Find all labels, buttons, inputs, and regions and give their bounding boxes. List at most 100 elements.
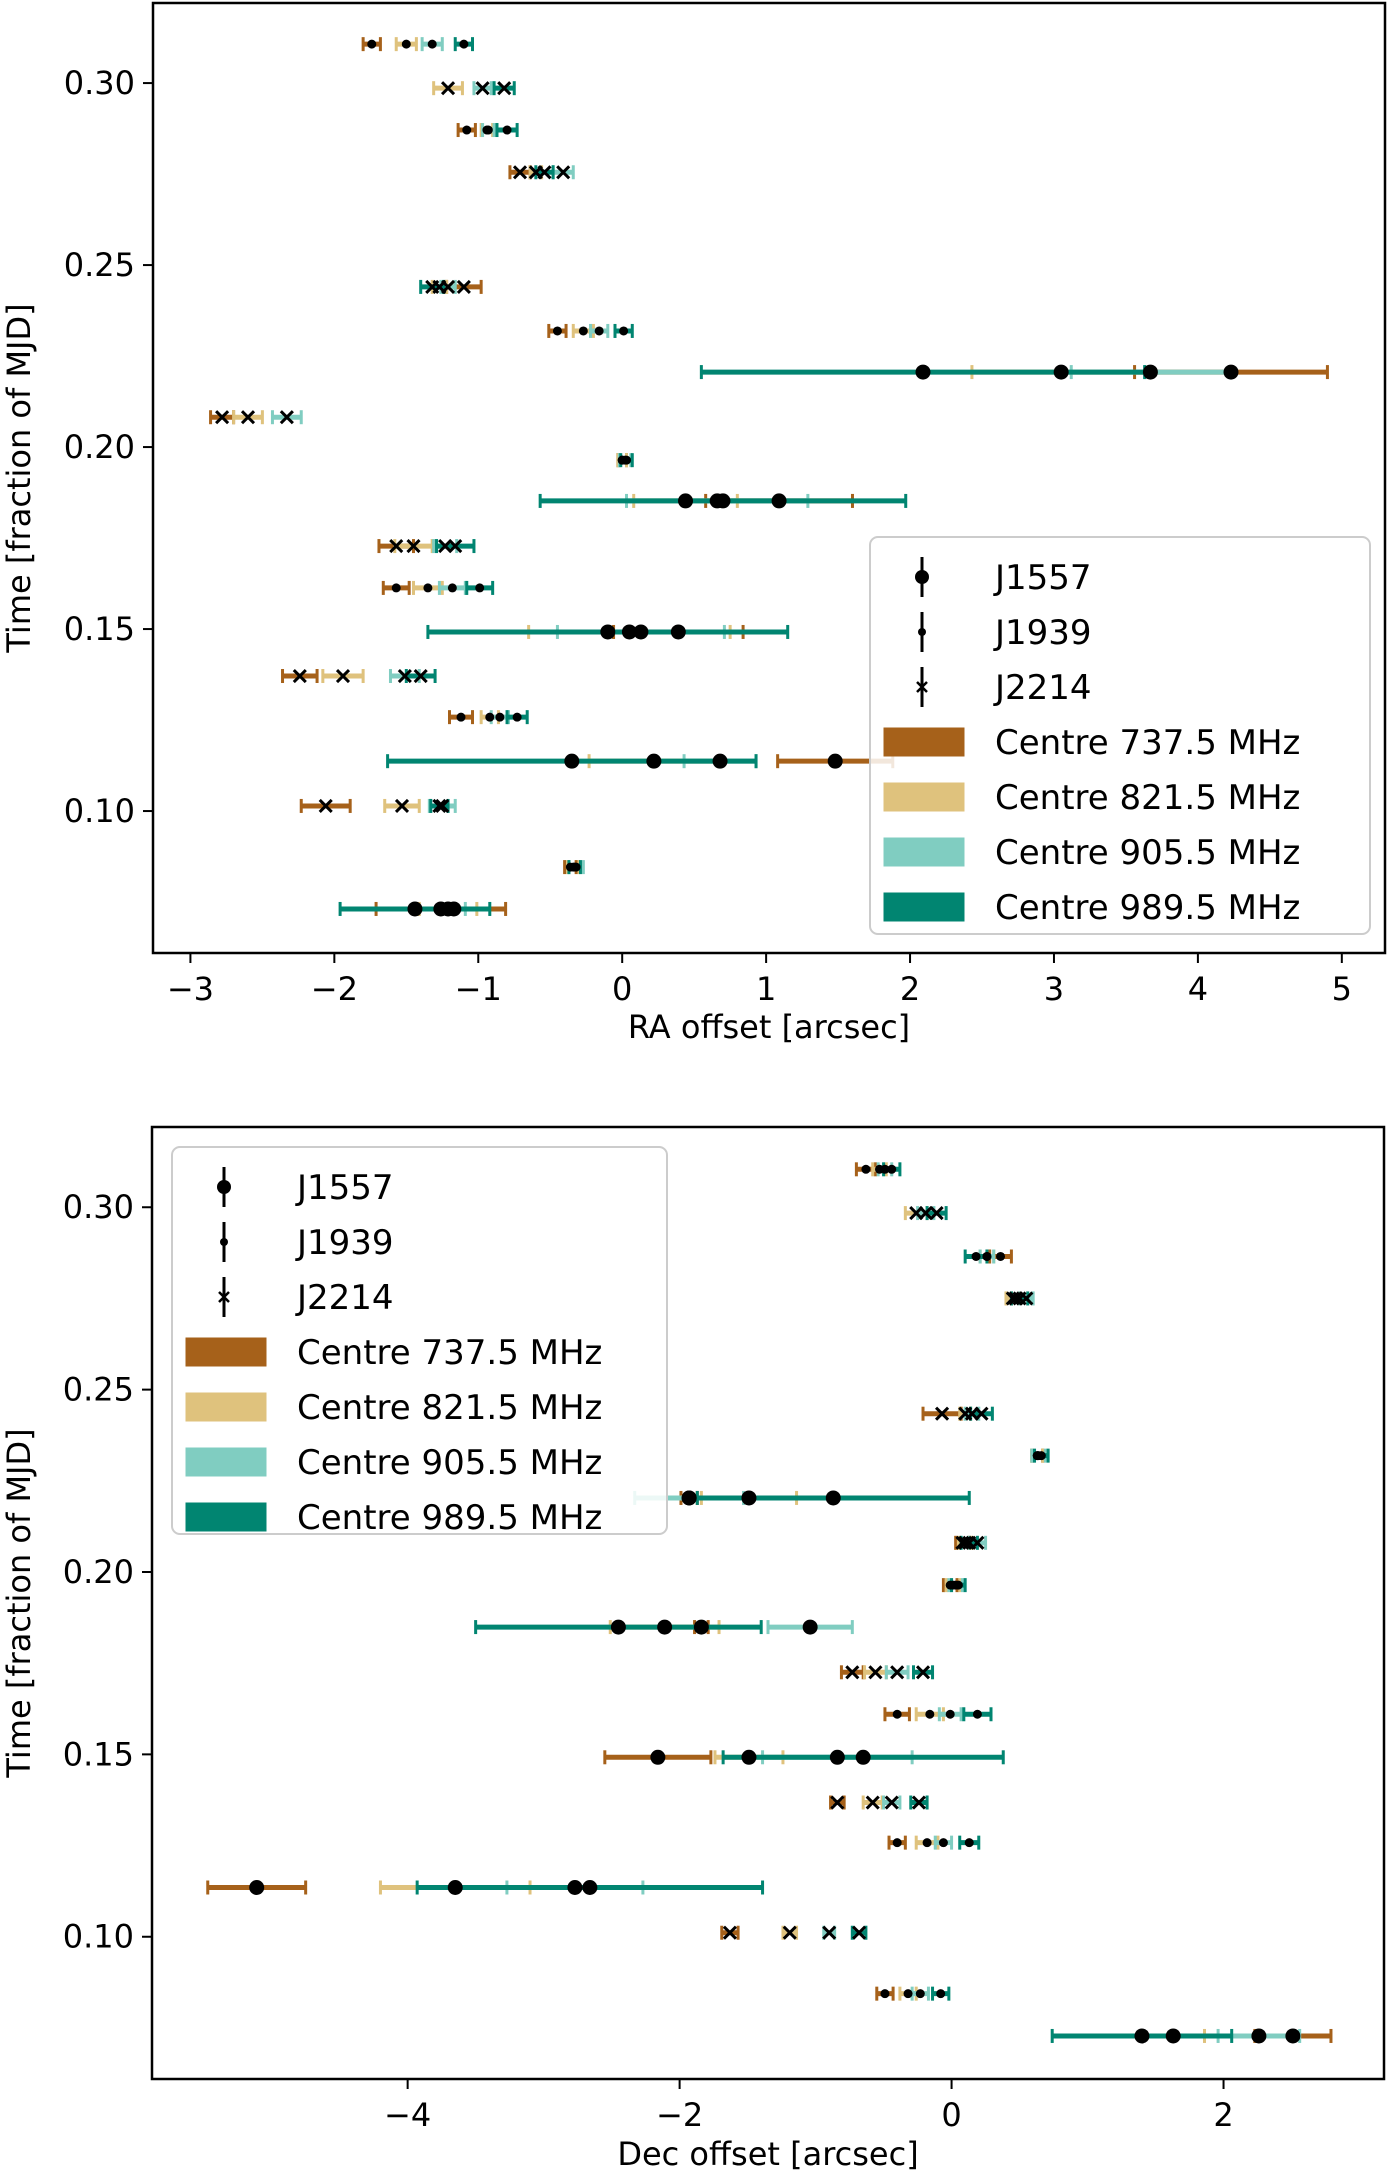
marker-j2214: [911, 1795, 927, 1810]
data-row: [432, 81, 516, 96]
marker-j1557: [600, 624, 616, 640]
legend-item-band: Centre 905.5 MHz: [883, 833, 1300, 873]
x-tick-label: −3: [167, 970, 214, 1008]
marker-j1939: [938, 1838, 948, 1848]
data-row: [426, 624, 790, 640]
marker-j2214: [413, 668, 428, 684]
color-swatch-icon: [185, 1502, 267, 1532]
x-tick-label: −2: [311, 970, 358, 1008]
legend-label: Centre 821.5 MHz: [995, 778, 1300, 818]
marker-j2214: [537, 165, 552, 180]
x-tick-label: −4: [384, 2096, 431, 2134]
legend-item-band: Centre 989.5 MHz: [883, 888, 1300, 928]
marker-j1939: [996, 1251, 1006, 1261]
data-row: [338, 901, 508, 917]
marker-j2214: [556, 165, 571, 180]
marker-j2214: [890, 1665, 905, 1680]
marker-j2214: [292, 668, 307, 684]
marker-j2214: [934, 1406, 950, 1421]
marker-j1939: [1036, 1451, 1046, 1461]
marker-j1939: [552, 326, 562, 336]
marker-j2214: [406, 539, 421, 554]
marker-j1557: [650, 1749, 666, 1765]
legend-frame: [869, 536, 1371, 935]
x-marker-icon: [218, 1291, 230, 1303]
marker-j2214: [440, 279, 456, 294]
legend-label: Centre 821.5 MHz: [297, 1388, 602, 1428]
marker-j1557: [802, 1619, 818, 1635]
marker-j1939: [936, 1989, 946, 1999]
y-tick-label: 0.30: [63, 1188, 134, 1226]
marker-j1557: [855, 1749, 871, 1765]
marker-j1557: [657, 1619, 673, 1635]
marker-j1939: [922, 1838, 932, 1848]
marker-j2214: [974, 1406, 989, 1421]
marker-j1557: [249, 1880, 265, 1896]
marker-j1939: [578, 326, 588, 336]
data-row: [633, 1490, 971, 1506]
y-axis-label: Time [fraction of MJD]: [0, 1428, 38, 1778]
marker-j2214: [1012, 1291, 1027, 1306]
marker-j1939: [367, 39, 377, 49]
y-tick-label: 0.10: [63, 1918, 134, 1956]
color-swatch-icon: [185, 1392, 267, 1422]
data-row: [839, 1665, 935, 1680]
legend-item-band: Centre 821.5 MHz: [185, 1388, 602, 1428]
data-row: [456, 123, 519, 138]
color-swatch-icon: [883, 837, 965, 867]
data-row: [875, 1986, 951, 2001]
marker-j1939: [459, 39, 469, 49]
marker-j1557: [678, 493, 694, 509]
data-row: [1004, 1291, 1035, 1306]
marker-j2214: [394, 798, 410, 814]
legend-label: J1557: [295, 1168, 394, 1208]
legend-label: Centre 737.5 MHz: [297, 1333, 602, 1373]
data-row: [887, 1835, 981, 1850]
marker-j2214: [865, 1795, 880, 1810]
x-tick-label: 3: [1044, 970, 1064, 1008]
marker-j2214: [475, 81, 490, 96]
marker-j1939: [945, 1709, 955, 1719]
legend-label: J1939: [295, 1223, 394, 1263]
marker-j1557: [610, 1619, 626, 1635]
marker-j1939: [892, 1709, 902, 1719]
marker-j2214: [448, 539, 463, 554]
marker-j1939: [483, 125, 493, 135]
marker-j1939: [953, 1580, 963, 1590]
x-tick-label: −1: [455, 970, 502, 1008]
marker-j2214: [962, 1535, 977, 1550]
data-row: [903, 1206, 948, 1221]
marker-j1557: [1223, 364, 1239, 380]
y-tick-label: 0.10: [64, 792, 135, 830]
marker-j1557: [446, 901, 462, 917]
marker-j2214: [215, 410, 230, 425]
data-row: [963, 1249, 1013, 1264]
marker-j2214: [852, 1925, 867, 1940]
legend-label: J1939: [993, 613, 1092, 653]
marker-j1557: [1285, 2028, 1301, 2044]
marker-j1557: [741, 1490, 757, 1506]
marker-j1557: [712, 753, 728, 769]
marker-j1557: [825, 1490, 841, 1506]
marker-j2214: [868, 1665, 883, 1680]
marker-j1557: [407, 901, 423, 917]
data-row: [386, 753, 895, 769]
legend-label: Centre 905.5 MHz: [297, 1443, 602, 1483]
marker-j2214: [279, 410, 294, 425]
marker-j1557: [447, 1880, 463, 1896]
data-row: [921, 1406, 994, 1421]
legend-item-j2214: J2214: [916, 667, 1092, 708]
data-row: [508, 165, 575, 180]
marker-j1557: [1134, 2028, 1150, 2044]
marker-j2214: [722, 1925, 737, 1940]
data-row: [603, 1749, 1005, 1765]
marker-j1939: [887, 1164, 897, 1174]
data-row: [419, 279, 483, 294]
data-row: [447, 710, 529, 725]
marker-j1939: [982, 1251, 992, 1261]
y-tick-label: 0.15: [63, 1735, 134, 1773]
data-row: [299, 798, 457, 814]
marker-j1939: [925, 1709, 935, 1719]
marker-j1557: [621, 624, 637, 640]
color-swatch-icon: [185, 1447, 267, 1477]
